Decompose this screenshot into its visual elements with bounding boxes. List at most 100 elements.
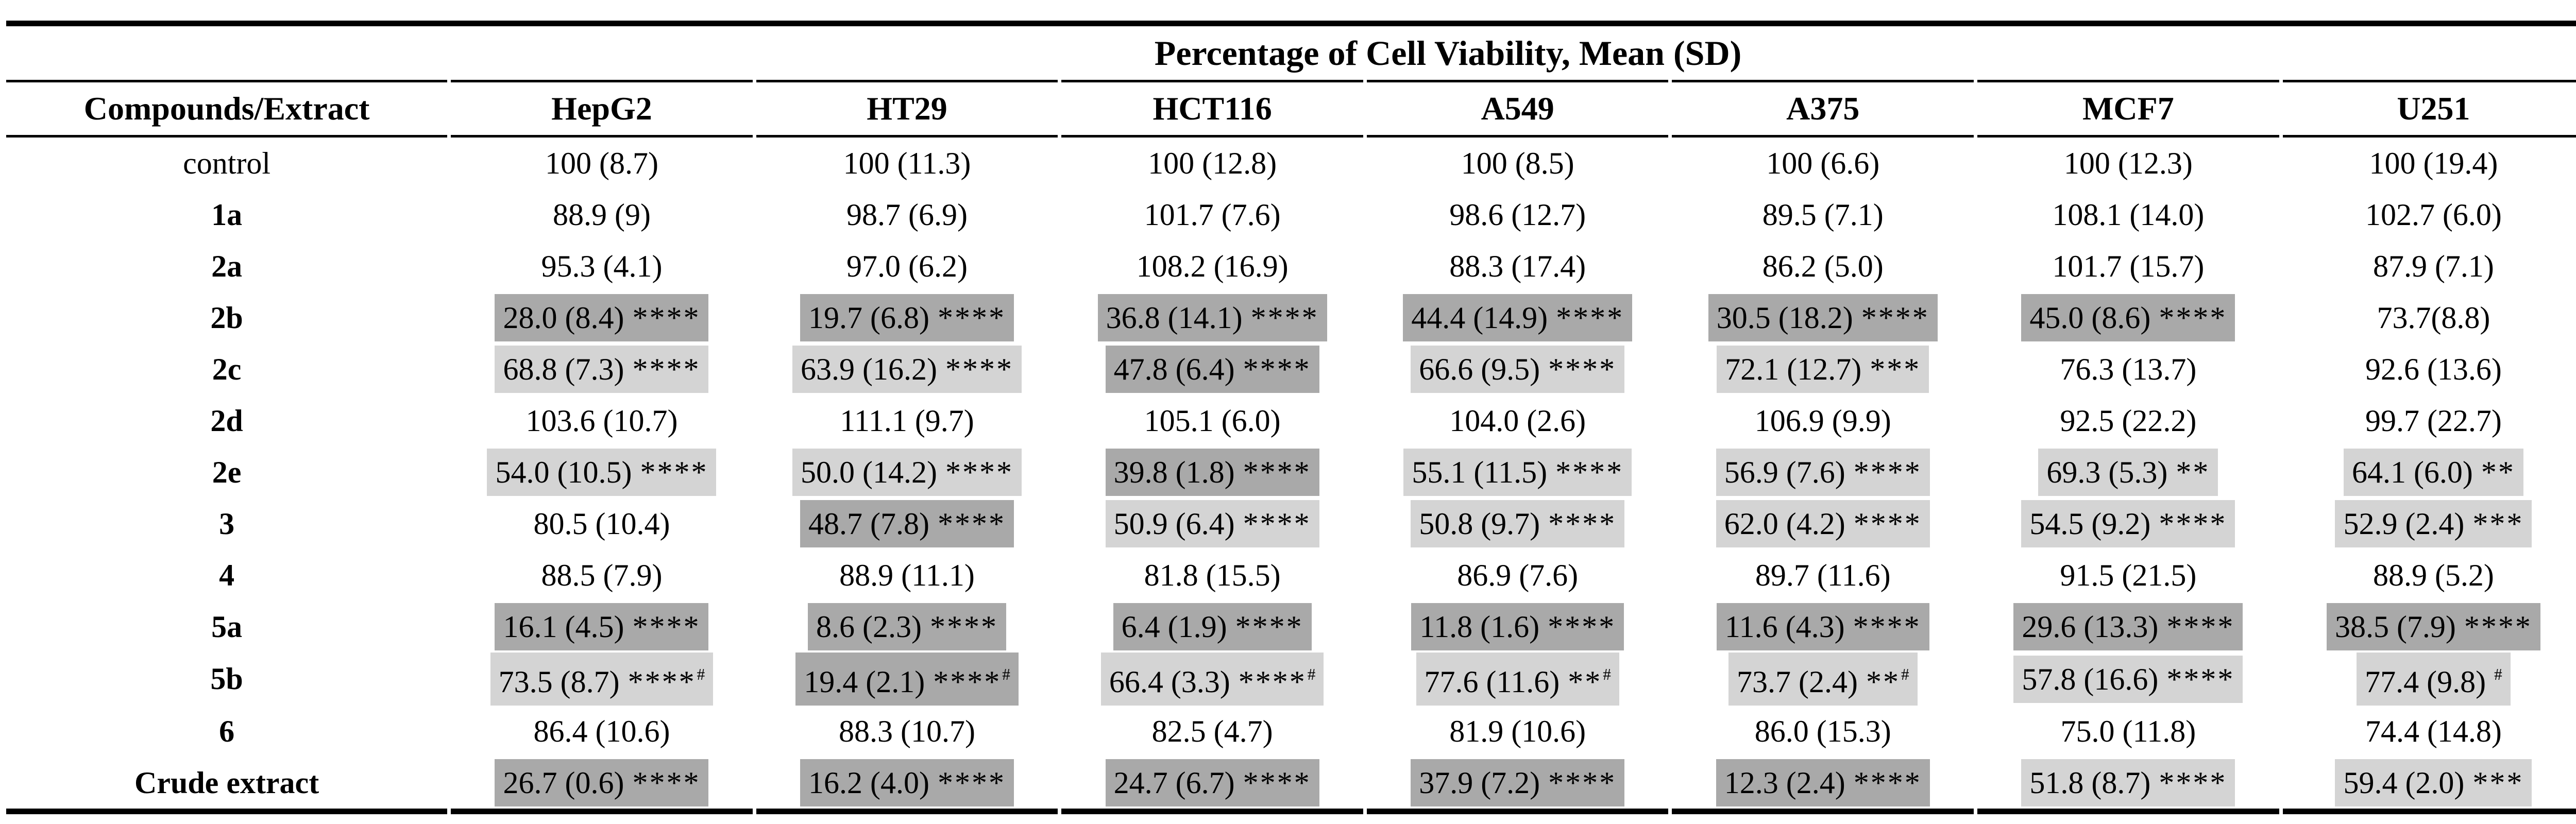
cell-value: 24.7 (6.7)	[1113, 766, 1235, 800]
cell-value: 63.9 (16.2)	[801, 352, 938, 386]
table-cell: 88.9 (11.1)	[756, 550, 1058, 601]
cell-value: 92.6 (13.6)	[2365, 352, 2502, 386]
row-label: 4	[219, 558, 235, 592]
table-cell: 89.7 (11.6)	[1672, 550, 1974, 601]
cell-value: 48.7 (7.8)	[808, 507, 930, 541]
significance-stars: ****	[1243, 455, 1311, 489]
cell-value: 50.8 (9.7)	[1419, 507, 1540, 541]
cell-value: 8.6 (2.3)	[816, 610, 922, 644]
table-cell: 108.2 (16.9)	[1061, 241, 1363, 292]
cell-value: 87.9 (7.1)	[2372, 249, 2494, 283]
significance-stars: ****	[640, 455, 708, 489]
significance-stars: ****	[938, 766, 1006, 800]
cell-value: 86.2 (5.0)	[1762, 249, 1884, 283]
cell-value: 88.5 (7.9)	[541, 558, 663, 592]
value: 80.5 (10.4)	[525, 500, 678, 547]
highlighted-value: 52.9 (2.4) ***	[2335, 500, 2532, 547]
value: 88.3 (10.7)	[831, 708, 984, 755]
highlighted-value: 55.1 (11.5) ****	[1403, 449, 1632, 496]
value: 89.5 (7.1)	[1754, 191, 1892, 238]
cell-value: 82.5 (4.7)	[1151, 714, 1273, 748]
row-label: 6	[219, 714, 235, 748]
significance-stars: ****	[1243, 352, 1311, 386]
table-cell: 19.4 (2.1) ****#	[756, 653, 1058, 706]
significance-stars: ****	[933, 665, 1002, 699]
cell-value: 102.7 (6.0)	[2365, 198, 2502, 232]
value: 100 (6.6)	[1758, 140, 1888, 187]
highlighted-value: 69.3 (5.3) **	[2038, 449, 2218, 496]
table-cell: 74.4 (14.8)	[2283, 706, 2576, 757]
table-cell: 11.8 (1.6) ****	[1367, 601, 1669, 653]
column-header-mcf7: MCF7	[1977, 80, 2279, 138]
table-cell: 91.5 (21.5)	[1977, 550, 2279, 601]
table-cell: 108.1 (14.0)	[1977, 189, 2279, 241]
highlighted-value: 45.0 (8.6) ****	[2021, 294, 2235, 341]
column-header-hct116: HCT116	[1061, 80, 1363, 138]
cell-value: 80.5 (10.4)	[533, 507, 670, 541]
value: 81.8 (15.5)	[1136, 552, 1289, 599]
significance-stars: ****	[1235, 610, 1303, 644]
row-label: control	[183, 146, 271, 180]
column-header-u251: U251	[2282, 80, 2576, 138]
table-cell: 44.4 (14.9) ****	[1367, 292, 1669, 344]
cell-value: 55.1 (11.5)	[1412, 455, 1548, 489]
significance-stars: ****	[1238, 665, 1307, 699]
hash-superscript: #	[1901, 665, 1909, 683]
table-cell: 77.4 (9.8) #	[2283, 653, 2576, 706]
significance-stars: ****	[938, 301, 1006, 335]
value: 73.7(8.8)	[2368, 294, 2498, 341]
value: 108.1 (14.0)	[2044, 191, 2212, 238]
highlighted-value: 19.7 (6.8) ****	[800, 294, 1014, 341]
row-label: 2b	[210, 300, 243, 335]
cell-value: 50.0 (14.2)	[801, 455, 938, 489]
value: 98.6 (12.7)	[1441, 191, 1594, 238]
highlighted-value: 64.1 (6.0) **	[2343, 449, 2523, 496]
table-cell: 104.0 (2.6)	[1367, 395, 1669, 447]
value: 88.9 (11.1)	[831, 552, 983, 599]
cell-value: 89.7 (11.6)	[1755, 558, 1891, 592]
highlighted-value: 12.3 (2.4) ****	[1716, 759, 1930, 806]
cell-value: 100 (11.3)	[843, 146, 971, 180]
cell-value: 86.4 (10.6)	[533, 714, 670, 748]
highlighted-value: 50.9 (6.4) ****	[1105, 500, 1319, 547]
table-cell: 8.6 (2.3) ****	[756, 601, 1058, 653]
table-cell: 26.7 (0.6) ****	[451, 757, 753, 814]
significance-stars: ***	[1870, 352, 1921, 386]
table-cell: 50.8 (9.7) ****	[1367, 498, 1669, 550]
cell-value: 54.5 (9.2)	[2029, 507, 2151, 541]
cell-value: 19.7 (6.8)	[808, 301, 930, 335]
cell-value: 77.6 (11.6)	[1424, 665, 1560, 699]
table-cell: 98.6 (12.7)	[1367, 189, 1669, 241]
table-cell: 59.4 (2.0) ***	[2282, 757, 2576, 814]
row-label: 1a	[211, 197, 243, 232]
cell-value: 52.9 (2.4)	[2343, 507, 2465, 541]
value: 88.9 (9)	[545, 191, 659, 238]
table-row-5a: 5a 16.1 (4.5) **** 8.6 (2.3) **** 6.4 (1.9) **…	[6, 601, 2576, 653]
table-cell: 38.5 (7.9) ****	[2283, 601, 2576, 653]
cell-value: 54.0 (10.5)	[495, 455, 632, 489]
table-cell: 100 (12.3)	[1977, 138, 2279, 189]
cell-value: 73.7(8.8)	[2377, 301, 2490, 335]
table-body: control 100 (8.7) 100 (11.3) 100 (12.8) 100 …	[6, 138, 2576, 814]
table-row-crude-extract: Crude extract 26.7 (0.6) **** 16.2 (4.0) ***…	[6, 757, 2576, 814]
highlighted-value: 19.4 (2.1) ****#	[795, 653, 1019, 706]
cell-value: 74.4 (14.8)	[2365, 714, 2502, 748]
cell-value: 88.9 (9)	[552, 198, 651, 232]
cell-value: 11.8 (1.6)	[1419, 610, 1540, 644]
cell-value: 57.8 (16.6)	[2022, 662, 2159, 696]
cell-value: 44.4 (14.9)	[1411, 301, 1548, 335]
cell-value: 86.0 (15.3)	[1754, 714, 1891, 748]
highlighted-value: 11.6 (4.3) ****	[1716, 603, 1929, 650]
cell-value: 69.3 (5.3)	[2046, 455, 2168, 489]
table-cell: 103.6 (10.7)	[451, 395, 753, 447]
column-header-a375: A375	[1672, 80, 1974, 138]
cell-value: 64.1 (6.0)	[2351, 455, 2473, 489]
table-cell: 88.9 (5.2)	[2283, 550, 2576, 601]
cell-value: 76.3 (13.7)	[2060, 352, 2197, 386]
hash-superscript: #	[1603, 665, 1611, 683]
table-cell: 100 (11.3)	[756, 138, 1058, 189]
table-cell: 73.7 (2.4) **#	[1672, 653, 1974, 706]
row-label: 2e	[212, 455, 242, 489]
table-row-3: 3 80.5 (10.4) 48.7 (7.8) **** 50.9 (6.4) ****…	[6, 498, 2576, 550]
table-cell: 68.8 (7.3) ****	[451, 344, 753, 395]
